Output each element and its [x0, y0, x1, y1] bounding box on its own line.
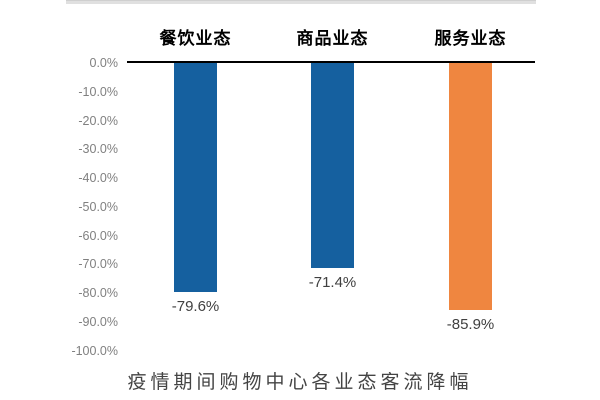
data-label-0: -79.6%	[171, 298, 220, 315]
y-tick-label-3: -30.0%	[78, 142, 118, 157]
y-tick-label-8: -80.0%	[78, 286, 118, 301]
y-tick-label-6: -60.0%	[78, 228, 118, 243]
y-tick-label-4: -40.0%	[78, 171, 118, 186]
y-tick-label-5: -50.0%	[78, 199, 118, 214]
y-tick-label-9: -90.0%	[78, 314, 118, 329]
window-top-strip	[66, 0, 536, 4]
category-label-1: 商品业态	[296, 29, 369, 48]
bar-2	[449, 63, 492, 311]
bar-1	[311, 63, 354, 269]
bar-0	[174, 63, 217, 292]
category-label-0: 餐饮业态	[159, 29, 232, 48]
data-label-2: -85.9%	[446, 316, 495, 334]
y-tick-label-0: 0.0%	[89, 56, 119, 70]
x-axis-line	[127, 61, 535, 63]
y-tick-label-1: -10.0%	[78, 84, 118, 99]
y-tick-label-7: -70.0%	[78, 257, 118, 272]
y-tick-label-2: -20.0%	[78, 113, 118, 128]
chart-title: 疫情期间购物中心各业态客流降幅	[127, 372, 473, 393]
y-tick-label-10: -100.0%	[71, 343, 118, 358]
category-label-2: 服务业态	[434, 29, 507, 48]
data-label-1: -71.4%	[308, 274, 357, 292]
